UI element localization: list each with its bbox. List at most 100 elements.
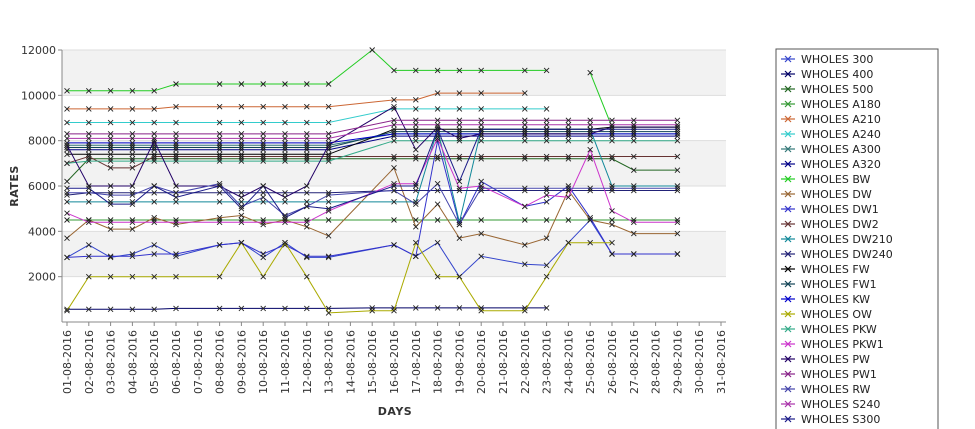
data-point [260,217,267,223]
data-point [282,81,288,87]
data-point [64,254,70,261]
series-line [67,119,678,135]
data-point [325,310,332,316]
data-point [478,90,485,96]
data-point [521,185,528,192]
data-point [456,155,463,162]
data-point [630,219,637,226]
data-point [565,153,572,160]
data-point [521,121,528,128]
data-point [412,187,419,194]
data-point [412,146,419,153]
data-point [325,142,332,149]
data-point [238,189,245,196]
data-point [303,199,310,205]
data-point [303,144,310,151]
data-point [587,239,594,246]
data-point [412,126,419,133]
data-point [107,217,114,223]
data-point [107,144,114,151]
x-tick-label: 12-08-2016 [301,330,314,394]
data-point [391,307,397,314]
data-point [543,121,550,128]
legend-item: WHOLES PW1 [781,368,877,381]
legend-swatch-marker [784,220,792,228]
data-point [565,187,572,194]
series-line [66,140,678,164]
y-axis-title: RATES [8,165,21,207]
data-point [64,235,70,241]
data-point [369,47,376,53]
data-point [521,155,528,162]
data-point [85,87,92,94]
data-point [609,121,615,128]
legend-label: WHOLES PW1 [801,368,877,381]
data-point [151,199,158,205]
data-point [107,201,114,207]
data-point [303,81,310,87]
data-point [456,235,463,241]
data-point [260,305,267,312]
data-point [412,201,419,207]
data-point [260,183,267,189]
data-point [674,126,681,133]
data-point [129,199,136,205]
x-axis-ticks: 01-08-2016 02-08-2016 03-08-2016 04-08-2016… [61,322,728,394]
data-point [391,187,397,194]
data-point [521,106,528,112]
data-point [391,126,397,133]
data-point [391,183,397,189]
data-point [107,87,114,94]
data-point [107,158,114,164]
legend-swatch-marker [784,205,792,213]
data-point [456,135,463,142]
data-point [412,133,419,139]
data-point [630,128,637,135]
legend-label: WHOLES 400 [801,68,873,81]
data-point [85,119,92,126]
data-point [543,217,550,223]
data-point [325,208,332,214]
data-point [173,189,179,196]
data-point [587,146,594,153]
data-point [216,189,223,196]
data-point [630,183,637,189]
data-point [412,67,419,74]
data-point [107,254,114,261]
data-point [565,121,572,128]
legend-item: WHOLES S240 [781,398,880,411]
data-point [216,214,223,221]
data-point [173,221,179,228]
data-point [456,221,463,228]
data-point [434,217,441,223]
data-point [129,165,136,171]
data-point [216,305,223,312]
data-point [85,253,92,260]
data-point [325,81,332,87]
data-point [303,155,310,162]
data-point [129,106,136,112]
data-point [630,124,637,130]
data-point [412,155,419,162]
x-tick-label: 24-08-2016 [562,330,575,394]
data-point [107,135,114,142]
data-point [64,189,70,196]
data-point [216,242,223,248]
data-point [282,151,288,158]
x-tick-label: 16-08-2016 [388,330,401,394]
data-point [151,137,158,144]
data-point [325,119,332,126]
series-line [67,124,678,139]
data-point [64,192,70,198]
data-point [325,233,332,239]
data-point [674,183,681,189]
data-point [85,106,92,112]
data-point [173,219,179,226]
data-point [216,155,223,162]
data-point [630,251,637,257]
data-point [216,151,223,158]
data-point [521,133,528,139]
data-point [216,146,223,153]
data-point [391,242,397,248]
series-wholes-dw1 [64,137,681,261]
